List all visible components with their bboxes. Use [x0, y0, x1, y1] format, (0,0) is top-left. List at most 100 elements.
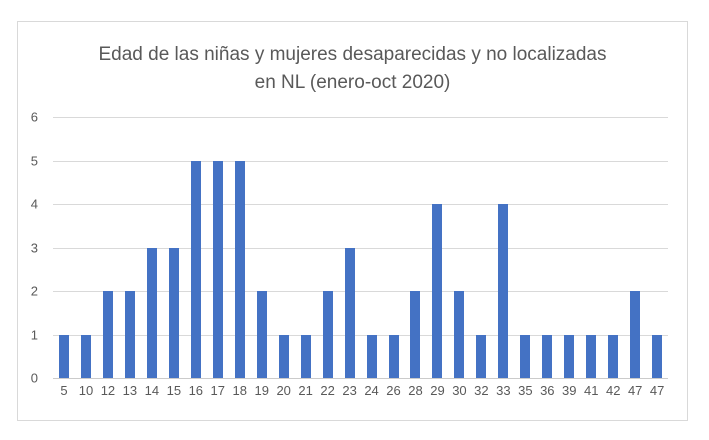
gridline [53, 291, 668, 293]
bar-slot [53, 117, 75, 378]
bar [344, 247, 355, 378]
bar [124, 291, 135, 378]
bar [498, 204, 509, 378]
x-tick-label: 13 [122, 383, 138, 398]
bar-slot [75, 117, 97, 378]
chart-title-text: Edad de las niñas y mujeres desaparecida… [98, 44, 607, 93]
bar [190, 160, 201, 378]
bar-slot [97, 117, 119, 378]
x-tick-label: 14 [144, 383, 160, 398]
bar-slot [492, 117, 514, 378]
x-tick-label: 26 [386, 383, 401, 398]
bar [608, 334, 619, 378]
gridline [53, 117, 668, 118]
bar-slot [426, 117, 448, 378]
y-tick-label: 3 [30, 240, 38, 255]
x-tick-label: 20 [276, 383, 291, 398]
bar [168, 247, 179, 378]
x-axis-labels: 5 10 12 13 14 15 16 17 18 19 20 21 22 23 24 26 28 29 30 32 3… [53, 384, 668, 397]
bar-slot [405, 117, 427, 378]
bar [102, 291, 113, 378]
bar-slot [470, 117, 492, 378]
bar-slot [448, 117, 470, 378]
bar-slot [339, 117, 361, 378]
x-tick-label: 30 [452, 383, 467, 398]
x-tick-label: 29 [430, 383, 445, 398]
bar [542, 334, 553, 378]
x-tick-label: 39 [562, 383, 577, 398]
bar-slot [295, 117, 317, 378]
y-tick-label: 4 [30, 196, 38, 212]
bar-slot [141, 117, 163, 378]
bar-slot [580, 117, 602, 378]
bar [212, 160, 223, 378]
bar-slot [317, 117, 339, 378]
bar-slot [514, 117, 536, 378]
bar [652, 334, 663, 378]
bar [564, 334, 575, 378]
y-tick-label: 6 [30, 109, 38, 125]
x-tick-label: 28 [408, 383, 423, 398]
bar [520, 334, 531, 378]
x-tick-label: 5 [60, 383, 68, 398]
bar-slot [251, 117, 273, 378]
bar [410, 291, 421, 378]
y-axis-labels: 0 1 2 3 4 5 6 [18, 111, 44, 385]
bar [476, 334, 487, 378]
bar-slot [361, 117, 383, 378]
gridline [53, 204, 668, 206]
bar-slot [229, 117, 251, 378]
chart-title: Edad de las niñas y mujeres desaparecida… [18, 41, 687, 96]
bar-slot [273, 117, 295, 378]
x-tick-label: 15 [166, 383, 182, 398]
x-tick-label: 33 [496, 383, 511, 398]
bar-slot [383, 117, 405, 378]
x-tick-label: 35 [518, 383, 533, 398]
gridline [53, 160, 668, 162]
gridline [53, 378, 668, 379]
bar [630, 291, 641, 378]
bar [278, 334, 289, 378]
y-tick-label: 1 [30, 327, 38, 342]
bar [322, 291, 333, 378]
gridline [53, 334, 668, 336]
bar-slot [185, 117, 207, 378]
x-tick-label: 47 [649, 383, 665, 398]
y-tick-label: 5 [30, 153, 38, 168]
x-tick-label: 17 [210, 383, 225, 398]
bar [58, 334, 69, 378]
x-tick-label: 23 [342, 383, 357, 398]
x-tick-label: 12 [100, 383, 116, 398]
chart-frame: Edad de las niñas y mujeres desaparecida… [17, 21, 688, 421]
bar-slot [119, 117, 141, 378]
bar [80, 334, 91, 378]
bar-slot [207, 117, 229, 378]
x-tick-label: 10 [78, 383, 94, 398]
x-tick-label: 19 [254, 383, 269, 398]
bar [234, 160, 245, 378]
x-tick-label: 24 [364, 383, 379, 398]
bar [146, 247, 157, 378]
x-tick-label: 16 [188, 383, 204, 398]
x-tick-label: 32 [474, 383, 489, 398]
x-tick-label: 18 [232, 383, 247, 398]
x-tick-label: 42 [605, 383, 621, 398]
x-tick-label: 41 [584, 383, 599, 398]
bar [256, 291, 267, 378]
gridline [53, 247, 668, 249]
bar [432, 204, 443, 378]
x-tick-label: 21 [298, 383, 313, 398]
plot-area [53, 117, 668, 379]
bar-slot [558, 117, 580, 378]
y-tick-label: 2 [30, 283, 38, 299]
bar-slot [602, 117, 624, 378]
bar [300, 334, 311, 378]
bar [454, 291, 465, 378]
x-tick-label: 22 [320, 383, 335, 398]
x-tick-label: 47 [627, 383, 643, 398]
y-tick-label: 0 [30, 370, 38, 386]
bar [388, 334, 399, 378]
bar [366, 334, 377, 378]
bar-slot [536, 117, 558, 378]
bar [586, 334, 597, 378]
